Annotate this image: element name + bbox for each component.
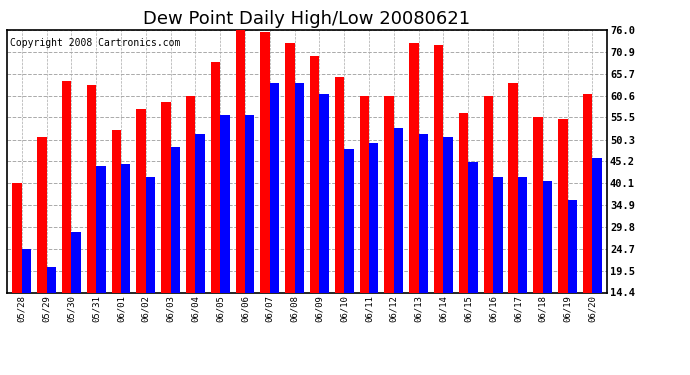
Bar: [121, 164, 130, 354]
Bar: [22, 249, 31, 354]
Bar: [484, 96, 493, 354]
Bar: [186, 96, 195, 354]
Bar: [96, 166, 106, 354]
Bar: [419, 134, 428, 354]
Bar: [434, 45, 444, 354]
Bar: [335, 77, 344, 354]
Bar: [592, 158, 602, 354]
Bar: [47, 267, 56, 354]
Bar: [137, 109, 146, 354]
Bar: [444, 136, 453, 354]
Bar: [583, 94, 592, 354]
Bar: [369, 143, 379, 354]
Bar: [344, 149, 354, 354]
Bar: [319, 94, 329, 354]
Bar: [87, 86, 96, 354]
Bar: [195, 134, 205, 354]
Bar: [71, 232, 81, 354]
Bar: [62, 81, 71, 354]
Bar: [493, 177, 502, 354]
Bar: [260, 32, 270, 354]
Bar: [509, 83, 518, 354]
Bar: [170, 147, 180, 354]
Bar: [543, 181, 552, 354]
Bar: [235, 30, 245, 354]
Bar: [384, 96, 394, 354]
Bar: [161, 102, 170, 354]
Bar: [295, 83, 304, 354]
Bar: [211, 62, 220, 354]
Bar: [112, 130, 121, 354]
Bar: [359, 96, 369, 354]
Bar: [146, 177, 155, 354]
Bar: [533, 117, 543, 354]
Bar: [245, 115, 255, 354]
Bar: [558, 120, 567, 354]
Bar: [37, 136, 47, 354]
Title: Dew Point Daily High/Low 20080621: Dew Point Daily High/Low 20080621: [144, 10, 471, 28]
Bar: [567, 201, 577, 354]
Bar: [270, 83, 279, 354]
Bar: [220, 115, 230, 354]
Bar: [469, 162, 477, 354]
Bar: [518, 177, 527, 354]
Bar: [459, 113, 469, 354]
Bar: [310, 56, 319, 354]
Bar: [394, 128, 403, 354]
Text: Copyright 2008 Cartronics.com: Copyright 2008 Cartronics.com: [10, 38, 180, 48]
Bar: [285, 43, 295, 354]
Bar: [12, 183, 22, 354]
Bar: [409, 43, 419, 354]
